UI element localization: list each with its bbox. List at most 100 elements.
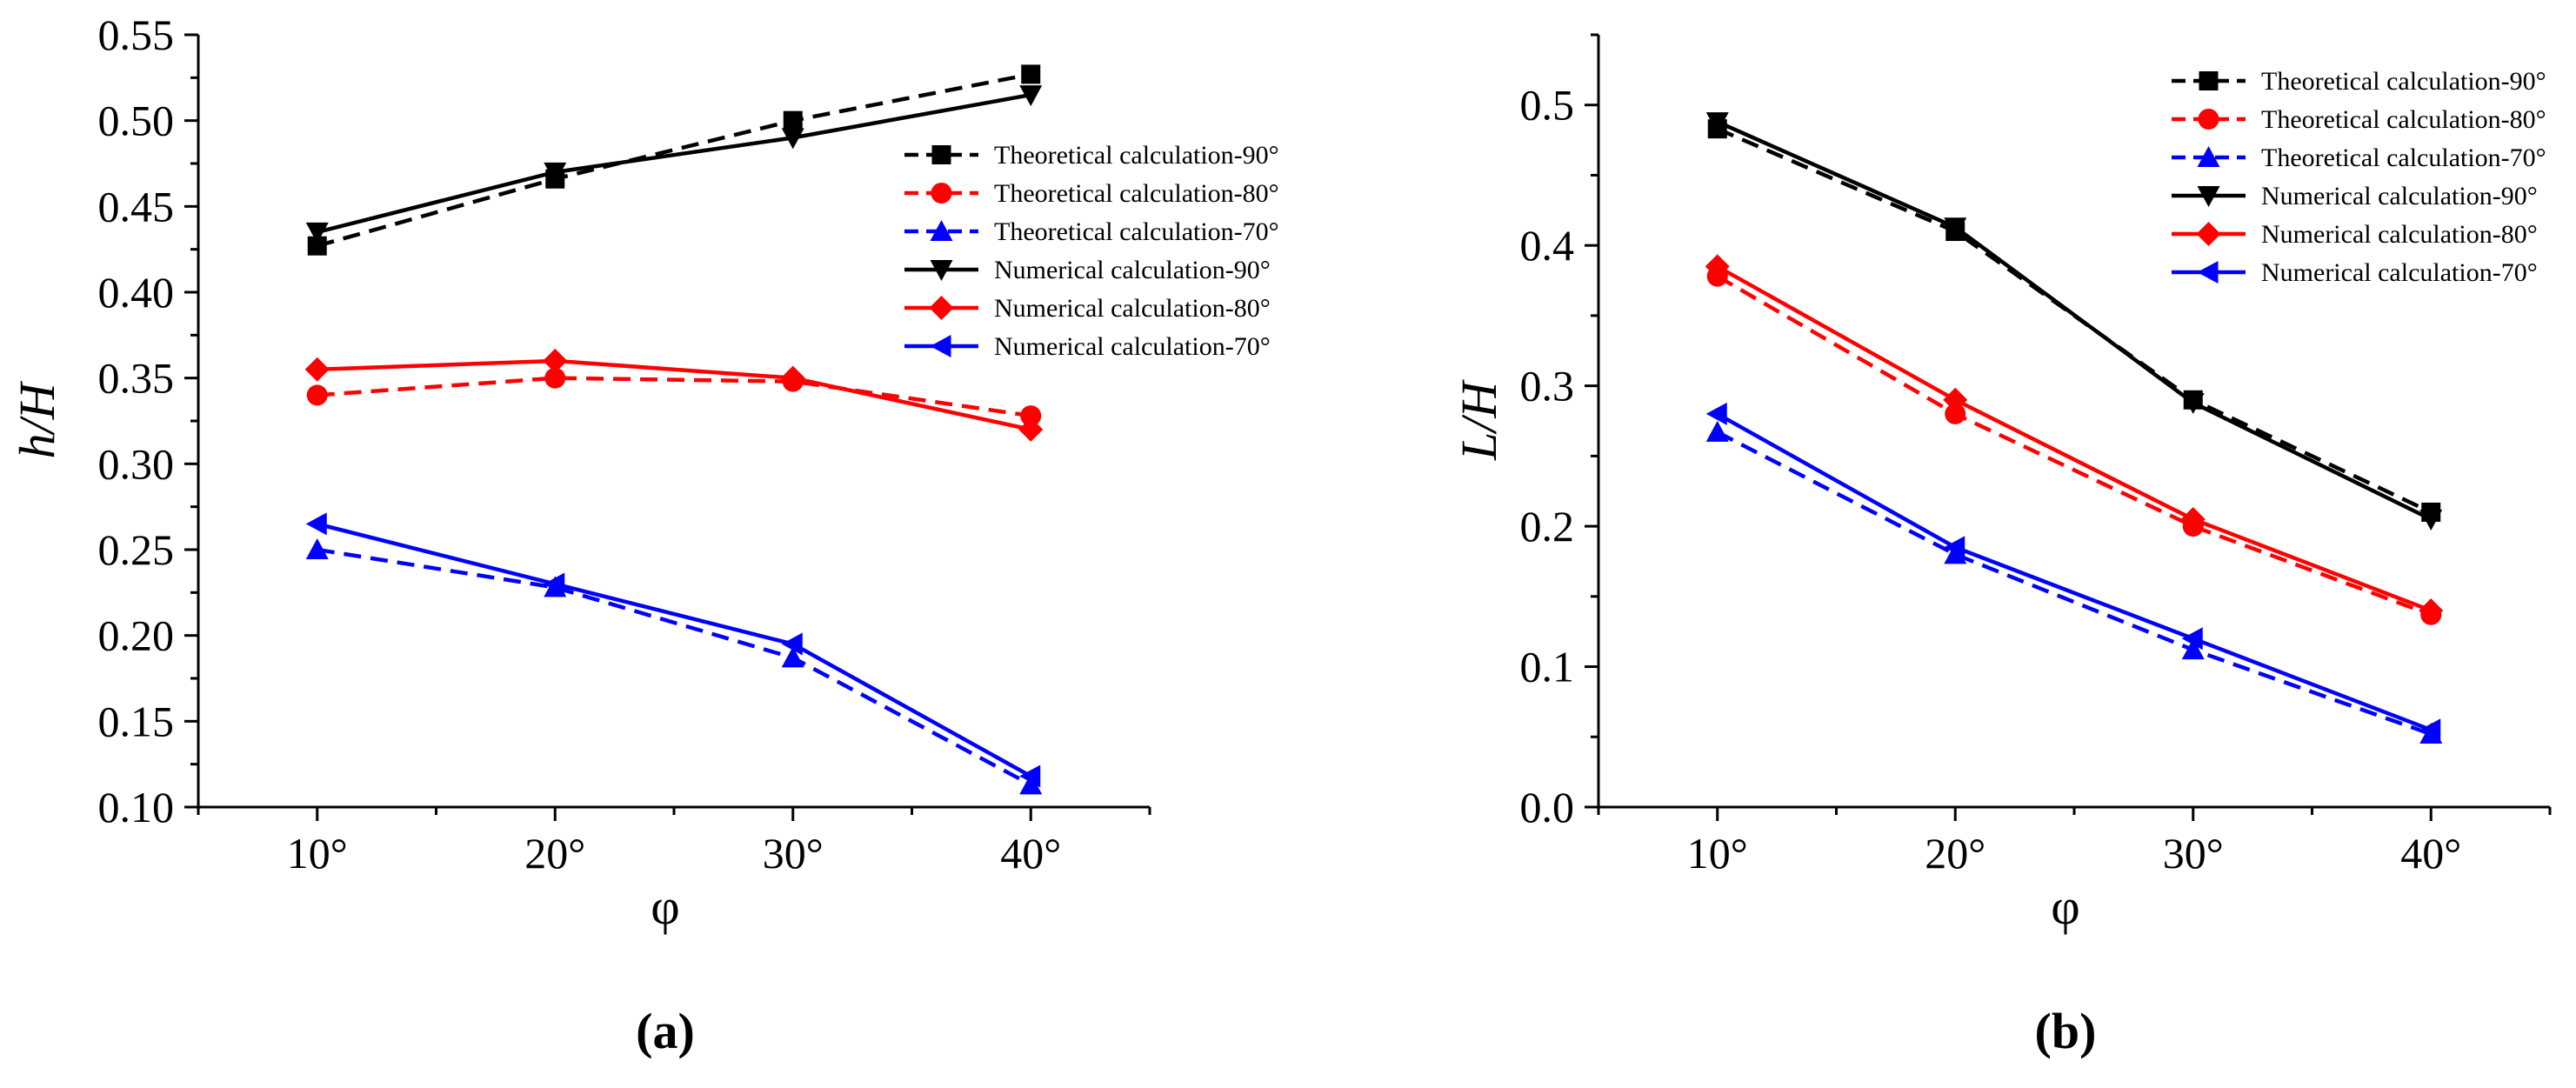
data-point: [1705, 420, 1729, 442]
legend-label: Theoretical calculation-90°: [2261, 67, 2546, 96]
legend-label: Theoretical calculation-70°: [2261, 144, 2546, 172]
data-point: [2181, 393, 2205, 415]
y-axis-label-denom: /H: [1451, 379, 1507, 435]
y-axis-label-var: L: [1451, 432, 1507, 461]
legend-item: Theoretical calculation-70°: [2172, 144, 2546, 172]
series-line: [317, 376, 1031, 418]
chart-panel-b: 0.0 0.1 0.2 0.3 0.4 0.5 10° 20° 30° 40° φ L/H Theore…: [1451, 33, 2552, 1059]
x-axis-label: φ: [2051, 878, 2079, 935]
data-point: [783, 110, 803, 130]
panel-label: (a): [636, 1003, 695, 1059]
x-tick-label: 40°: [1000, 829, 1061, 878]
series-line: [1716, 411, 2433, 732]
legend-label: Numerical calculation-70°: [2261, 258, 2538, 287]
series-line: [317, 522, 1032, 778]
data-point: [1944, 543, 1967, 564]
data-point: [304, 357, 330, 382]
legend-marker: [2197, 261, 2219, 284]
legend-marker: [930, 260, 953, 281]
series-line: [317, 92, 1031, 235]
data-point: [305, 222, 329, 244]
data-point: [1021, 64, 1041, 84]
legend-marker: [931, 145, 951, 164]
data-point: [2419, 510, 2443, 531]
data-point: [1705, 402, 1727, 425]
series-numerical-calculation-80-: [304, 348, 1044, 442]
legend: Theoretical calculation-90° Theoretical c…: [904, 141, 1279, 361]
y-tick-label: 0.40: [98, 268, 175, 317]
data-point: [1019, 764, 1041, 788]
legend-marker: [2197, 186, 2220, 207]
y-tick-label: 0.3: [1520, 362, 1575, 411]
y-tick-label: 0.15: [98, 697, 175, 745]
data-point: [1705, 112, 1729, 134]
data-point: [1945, 403, 1966, 424]
series-line: [1716, 274, 2433, 617]
x-tick-label: 30°: [763, 829, 824, 878]
legend-item: Numerical calculation-80°: [904, 294, 1271, 323]
data-point: [1020, 405, 1042, 427]
data-point: [2419, 718, 2441, 742]
series-numerical-calculation-90-: [1705, 112, 2443, 531]
series-line: [1716, 120, 2433, 522]
legend-item: Theoretical calculation-90°: [904, 141, 1279, 170]
legend: Theoretical calculation-90° Theoretical c…: [2172, 67, 2546, 287]
data-point: [1943, 387, 1968, 412]
y-axis-label-var: h: [9, 434, 65, 459]
y-tick-label: 0.2: [1520, 502, 1575, 551]
y-tick-label: 0.50: [98, 97, 175, 145]
data-point: [781, 128, 804, 150]
series-line: [317, 358, 1031, 432]
data-point: [1019, 773, 1043, 795]
x-tick-label: 10°: [1687, 829, 1748, 878]
legend-marker: [2197, 146, 2220, 167]
x-tick-label: 20°: [1925, 829, 1985, 878]
legend-marker: [2199, 71, 2219, 90]
y-tick-label: 0.45: [98, 182, 175, 230]
series-line: [1716, 430, 2433, 737]
legend-marker: [930, 220, 953, 241]
data-point: [1019, 85, 1043, 107]
series-theoretical-calculation-80-: [306, 367, 1042, 427]
data-point: [544, 572, 565, 596]
x-axis-label: φ: [651, 878, 679, 935]
legend-item: Numerical calculation-90°: [904, 256, 1271, 284]
legend-label: Numerical calculation-80°: [994, 294, 1271, 323]
data-point: [543, 348, 568, 373]
data-point: [2419, 597, 2444, 623]
data-point: [306, 384, 328, 406]
data-point: [1944, 536, 1965, 559]
data-point: [781, 632, 803, 656]
y-tick-label: 0.0: [1520, 783, 1575, 831]
y-tick-label: 0.25: [98, 525, 175, 574]
y-tick-label: 0.30: [98, 439, 175, 488]
legend-marker: [2196, 222, 2221, 246]
data-point: [1018, 417, 1044, 442]
data-point: [781, 646, 804, 668]
legend-item: Theoretical calculation-80°: [2172, 105, 2546, 134]
legend-label: Numerical calculation-80°: [2261, 220, 2538, 249]
legend-item: Numerical calculation-70°: [904, 332, 1271, 361]
legend-item: Theoretical calculation-70°: [904, 217, 1279, 246]
legend-label: Theoretical calculation-70°: [994, 217, 1279, 246]
legend-item: Numerical calculation-90°: [2172, 182, 2538, 210]
y-axis-label-denom: /H: [9, 380, 65, 436]
legend-label: Theoretical calculation-90°: [994, 141, 1279, 170]
legend-item: Theoretical calculation-90°: [2172, 67, 2546, 96]
y-axis-label: L/H: [1451, 379, 1507, 461]
legend-marker: [931, 183, 952, 204]
series-numerical-calculation-90-: [305, 85, 1043, 244]
legend-label: Numerical calculation-70°: [994, 332, 1271, 361]
legend-label: Numerical calculation-90°: [994, 256, 1271, 284]
x-tick-label: 10°: [287, 829, 348, 878]
legend-label: Numerical calculation-90°: [2261, 182, 2538, 210]
x-tick-label: 20°: [524, 829, 585, 878]
series-theoretical-calculation-70-: [305, 538, 1043, 795]
series-numerical-calculation-80-: [1705, 254, 2444, 623]
series-line: [317, 72, 1031, 248]
data-point: [305, 512, 327, 536]
series-numerical-calculation-70-: [1705, 402, 2441, 742]
data-point: [544, 162, 567, 184]
y-axis-label: h/H: [9, 380, 65, 458]
